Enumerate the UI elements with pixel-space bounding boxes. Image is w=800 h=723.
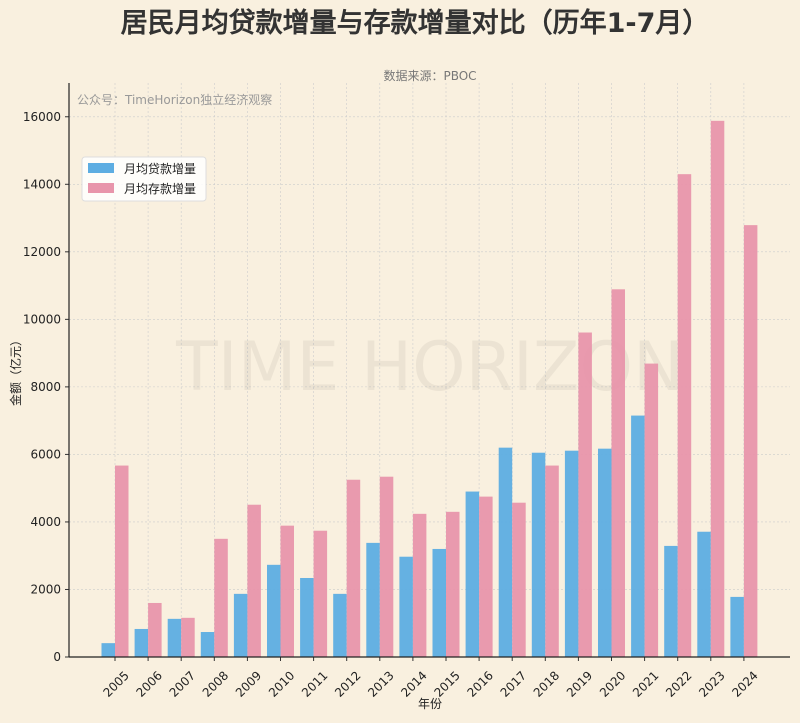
loan-bar-2015	[432, 548, 446, 657]
x-axis-label: 年份	[418, 697, 442, 711]
loan-bar-2006	[134, 628, 149, 657]
loan-bar-2009	[233, 593, 248, 657]
y-tick-label: 16000	[23, 110, 61, 124]
deposit-bar-2023	[710, 120, 725, 657]
loan-bar-2022	[664, 545, 678, 657]
deposit-bar-2017	[512, 502, 526, 657]
loan-bar-2018	[531, 452, 546, 657]
y-tick-label: 0	[53, 650, 61, 664]
loan-bar-2019	[564, 450, 579, 657]
y-tick-label: 10000	[23, 312, 61, 326]
deposit-bar-2007	[181, 617, 195, 657]
y-tick-label: 8000	[30, 380, 61, 394]
legend-label-loans: 月均贷款增量	[124, 162, 196, 176]
loan-bar-2013	[366, 542, 380, 657]
deposit-bar-2021	[644, 363, 659, 657]
deposit-bar-2015	[446, 511, 460, 657]
y-axis-label: 金额（亿元）	[8, 334, 23, 406]
y-tick-label: 12000	[23, 245, 61, 259]
loan-bar-2007	[167, 618, 182, 657]
deposit-bar-2009	[247, 504, 261, 657]
deposit-bar-2013	[379, 476, 394, 657]
loan-bar-2014	[399, 556, 413, 657]
loan-bar-2012	[333, 593, 347, 657]
deposit-bar-2014	[412, 513, 427, 657]
source-annotation: 公众号：TimeHorizon独立经济观察	[77, 92, 272, 107]
bars	[101, 120, 758, 657]
legend: 月均贷款增量 月均存款增量	[81, 156, 207, 202]
deposit-bar-2008	[214, 538, 228, 657]
loan-bar-2008	[200, 632, 215, 657]
deposit-bar-2011	[313, 530, 328, 657]
deposit-bar-2010	[280, 525, 294, 657]
chart-title: 居民月均贷款增量与存款增量对比（历年1-7月）	[121, 7, 710, 39]
loan-bar-2021	[631, 415, 645, 657]
deposit-bar-2018	[545, 465, 559, 657]
legend-swatch-deposits	[88, 183, 114, 193]
legend-label-deposits: 月均存款增量	[124, 182, 196, 196]
y-tick-label: 4000	[30, 515, 61, 529]
legend-swatch-loans	[88, 163, 114, 173]
loan-bar-2016	[465, 491, 480, 657]
deposit-bar-2024	[743, 225, 758, 657]
deposit-bar-2019	[578, 332, 592, 657]
deposit-bar-2005	[115, 465, 129, 657]
loan-bar-2023	[697, 531, 711, 657]
deposit-bar-2006	[148, 602, 162, 657]
loan-bar-2024	[730, 596, 744, 657]
y-tick-label: 2000	[30, 582, 61, 596]
y-tick-label: 6000	[30, 447, 61, 461]
loan-bar-2020	[598, 448, 612, 657]
deposit-bar-2016	[479, 496, 493, 657]
loan-bar-2005	[101, 643, 115, 657]
loan-bar-2010	[267, 564, 281, 657]
loan-bar-2017	[498, 447, 513, 657]
loan-bar-2011	[300, 577, 314, 657]
deposit-bar-2020	[611, 289, 625, 657]
y-tick-label: 14000	[23, 177, 61, 191]
deposit-bar-2022	[677, 174, 692, 657]
watermark: TIME HORIZON	[175, 328, 684, 407]
chart-subtitle: 数据来源：PBOC	[383, 68, 476, 83]
deposit-bar-2012	[346, 479, 361, 657]
